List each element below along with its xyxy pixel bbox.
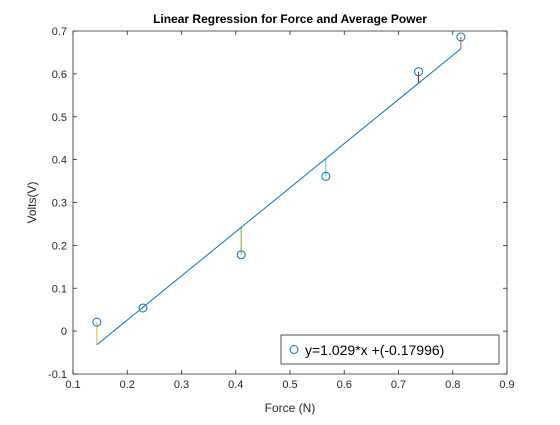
x-tick-label: 0.4 bbox=[228, 379, 243, 391]
plot-area bbox=[73, 31, 507, 374]
data-point bbox=[236, 250, 246, 260]
chart-title: Linear Regression for Force and Average … bbox=[153, 12, 427, 26]
data-point bbox=[456, 32, 466, 42]
y-tick-label: 0.1 bbox=[52, 283, 67, 295]
x-tick-label: 0.6 bbox=[337, 379, 352, 391]
legend: y=1.029*x +(-0.17996) bbox=[280, 334, 500, 365]
y-tick-label: 0.2 bbox=[52, 240, 67, 252]
y-tick-label: 0.6 bbox=[52, 69, 67, 81]
legend-marker-icon bbox=[289, 345, 299, 354]
legend-box bbox=[280, 334, 500, 365]
residual-lines bbox=[96, 37, 462, 345]
legend-entry: y=1.029*x +(-0.17996) bbox=[305, 342, 444, 358]
regression-line-group bbox=[96, 48, 462, 346]
y-axis-ticks: -0.1 0 0.1 0.2 0.3 0.4 0.5 0.6 0.7 bbox=[48, 26, 507, 381]
x-tick-label: 0.2 bbox=[120, 379, 135, 391]
y-tick-label: -0.1 bbox=[48, 369, 67, 381]
y-tick-label: 0.5 bbox=[52, 112, 67, 124]
y-tick-label: 0.3 bbox=[52, 198, 67, 210]
x-tick-label: 0.5 bbox=[282, 379, 297, 391]
y-tick-label: 0.4 bbox=[52, 155, 67, 167]
y-tick-label: 0.7 bbox=[52, 26, 67, 38]
x-tick-label: 0.7 bbox=[391, 379, 406, 391]
x-tick-label: 0.1 bbox=[65, 379, 80, 391]
data-point bbox=[414, 67, 424, 77]
x-tick-label: 0.9 bbox=[499, 379, 514, 391]
x-tick-label: 0.8 bbox=[445, 379, 460, 391]
data-point bbox=[92, 317, 102, 327]
regression-line bbox=[96, 48, 462, 346]
x-tick-label: 0.3 bbox=[174, 379, 189, 391]
data-point bbox=[138, 303, 148, 313]
y-axis-label: Volts(V) bbox=[25, 181, 39, 223]
data-points bbox=[92, 32, 466, 327]
data-point bbox=[321, 171, 331, 181]
y-tick-label: 0 bbox=[61, 326, 67, 338]
x-axis-ticks: 0.1 0.2 0.3 0.4 0.5 0.6 0.7 0.8 0.9 bbox=[65, 31, 515, 391]
x-axis-label: Force (N) bbox=[265, 401, 316, 415]
